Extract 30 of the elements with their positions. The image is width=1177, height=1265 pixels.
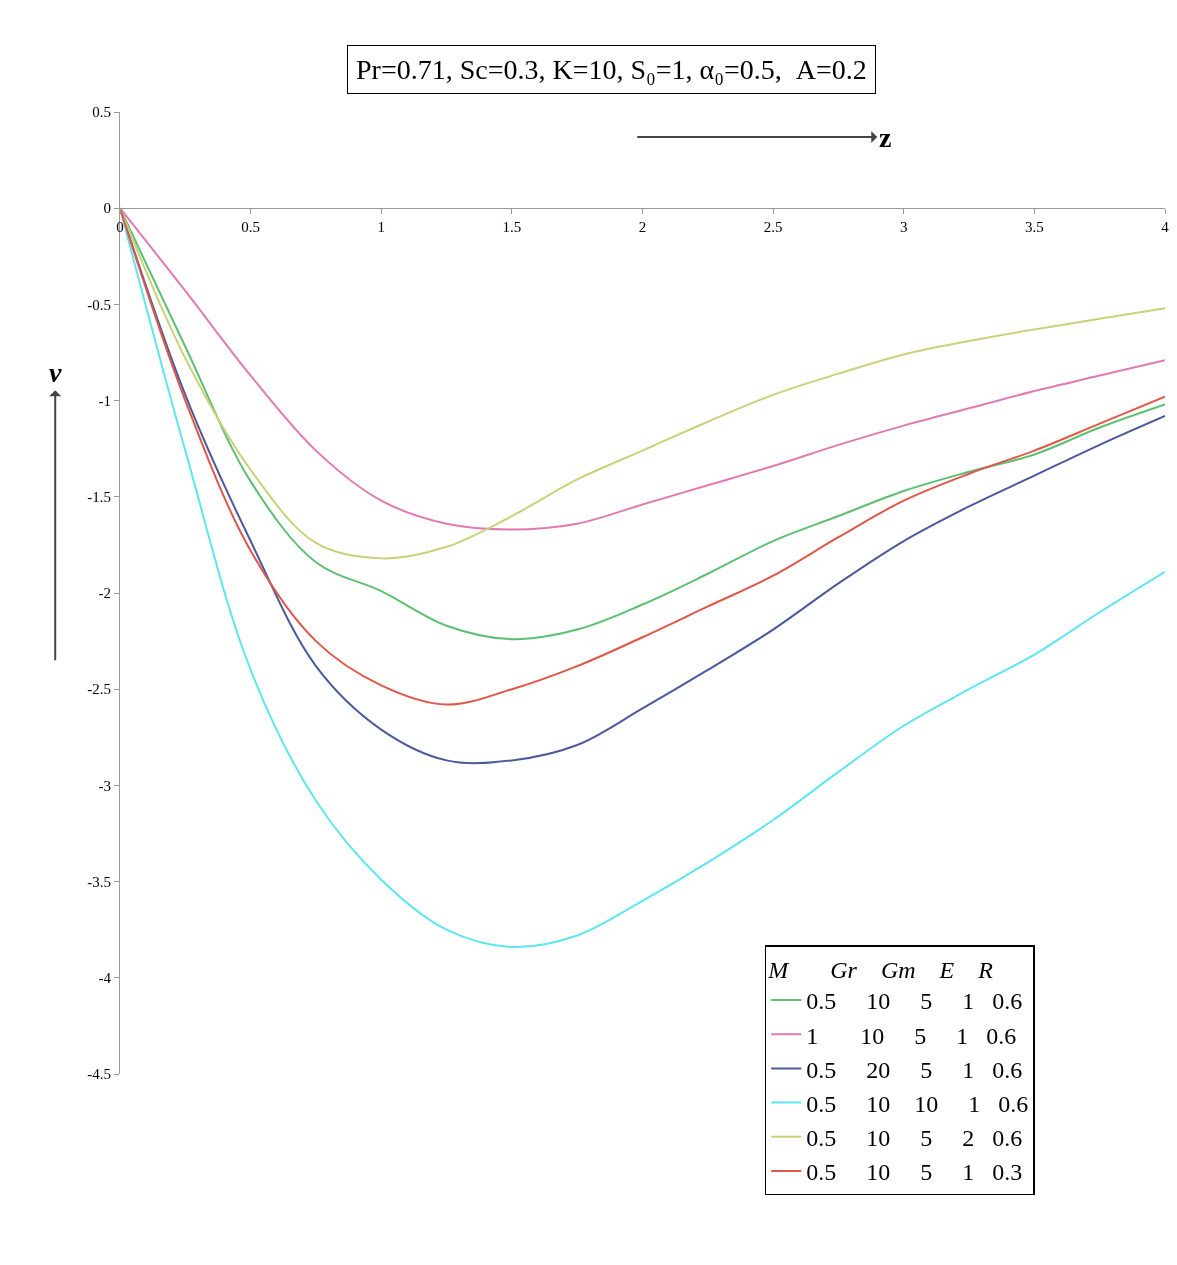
x-tick-label: 4 <box>1161 219 1170 236</box>
y-tick-label: -2.5 <box>87 681 111 698</box>
x-tick-label: 1.5 <box>502 219 522 236</box>
legend-label: 0.5 10 10 1 0.6 <box>806 1090 1029 1117</box>
x-axis-title: z <box>879 122 892 153</box>
x-tick-label: 2.5 <box>763 219 783 236</box>
y-tick-label: -3.5 <box>87 873 111 890</box>
y-tick-label: -1 <box>98 392 111 409</box>
y-tick-label: -1.5 <box>87 489 111 506</box>
x-tick-label: 3 <box>900 219 908 236</box>
y-tick-label: -3 <box>98 777 111 794</box>
legend-label: 0.5 10 5 1 0.3 <box>806 1159 1023 1186</box>
legend-label: 1 10 5 1 0.6 <box>806 1022 1017 1049</box>
x-tick-label: 1 <box>377 219 385 236</box>
legend-label: 0.5 10 5 1 0.6 <box>806 988 1023 1015</box>
y-tick-label: 0 <box>103 200 111 217</box>
y-axis-title: v <box>49 357 62 388</box>
x-tick-label: 0 <box>116 219 124 236</box>
x-tick-label: 0.5 <box>241 219 261 236</box>
x-tick-label: 2 <box>638 219 647 236</box>
y-tick-label: -4.5 <box>87 1066 111 1083</box>
legend-label: 0.5 10 5 2 0.6 <box>806 1125 1023 1152</box>
y-tick-label: -0.5 <box>87 296 111 313</box>
y-tick-label: 0.5 <box>92 104 111 121</box>
y-tick-label: -2 <box>98 585 111 602</box>
legend-title: M Gr Gm E R <box>767 956 994 983</box>
x-tick-label: 3.5 <box>1025 219 1044 236</box>
y-tick-label: -4 <box>98 970 112 987</box>
chart-title: Pr=0.71, Sc=0.3, K=10, S₀=1, α₀=0.5, A=0.2 <box>356 54 867 85</box>
legend-label: 0.5 20 5 1 0.6 <box>806 1056 1023 1083</box>
